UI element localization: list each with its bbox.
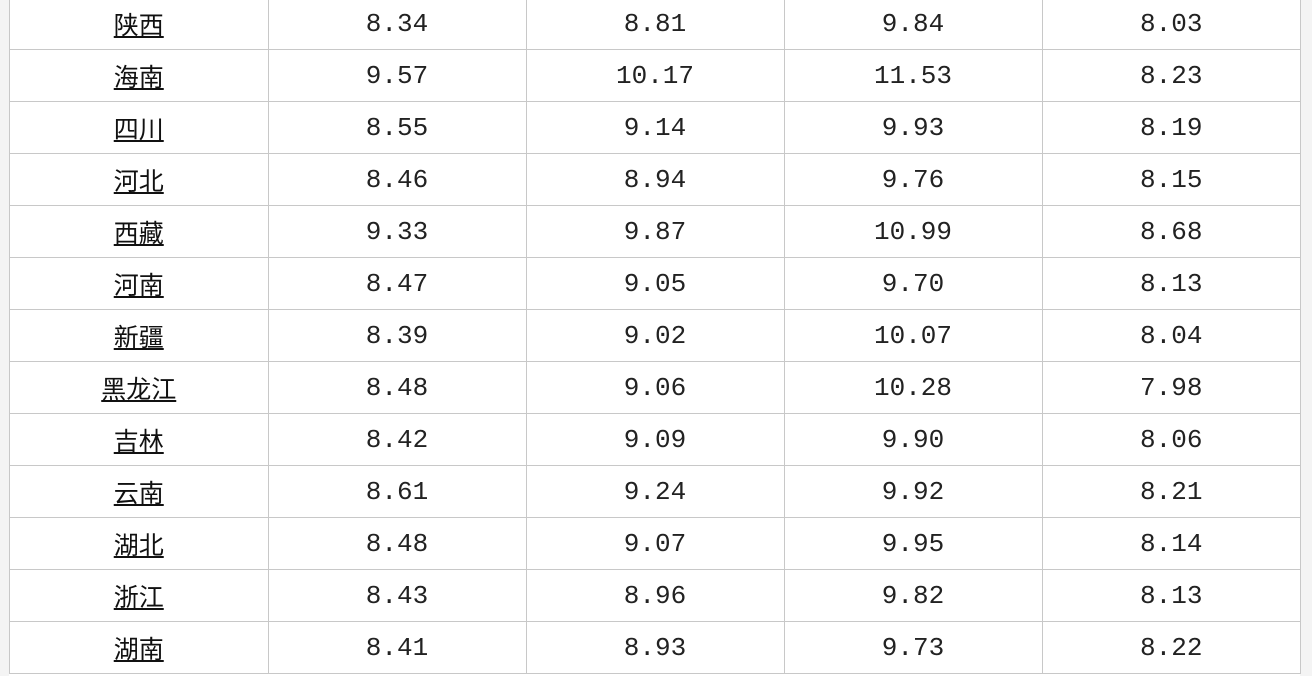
value-cell: 8.48 <box>267 517 526 570</box>
region-cell: 浙江 <box>10 569 268 622</box>
value-cell: 8.96 <box>525 569 784 622</box>
value-cell: 8.46 <box>267 153 526 206</box>
value-cell: 8.13 <box>1041 257 1300 310</box>
table-row: 海南 9.57 10.17 11.53 8.23 <box>10 49 1300 102</box>
table-row: 河南 8.47 9.05 9.70 8.13 <box>10 257 1300 310</box>
region-cell: 新疆 <box>10 309 268 362</box>
value-cell: 9.84 <box>783 0 1042 50</box>
table-row: 四川 8.55 9.14 9.93 8.19 <box>10 101 1300 154</box>
left-margin <box>0 0 9 676</box>
value-cell: 8.68 <box>1041 205 1300 258</box>
value-cell: 8.19 <box>1041 101 1300 154</box>
right-margin <box>1300 0 1312 676</box>
region-cell: 湖南 <box>10 621 268 673</box>
value-cell: 7.98 <box>1041 361 1300 414</box>
table-row: 黑龙江 8.48 9.06 10.28 7.98 <box>10 361 1300 414</box>
region-link[interactable]: 海南 <box>113 62 164 92</box>
table-row: 河北 8.46 8.94 9.76 8.15 <box>10 153 1300 206</box>
value-cell: 8.34 <box>267 0 526 50</box>
value-cell: 8.39 <box>267 309 526 362</box>
region-link[interactable]: 四川 <box>113 114 164 144</box>
value-cell: 8.22 <box>1041 621 1300 673</box>
value-cell: 8.61 <box>267 465 526 518</box>
value-cell: 10.07 <box>783 309 1042 362</box>
value-cell: 9.87 <box>525 205 784 258</box>
value-cell: 8.21 <box>1041 465 1300 518</box>
value-cell: 8.55 <box>267 101 526 154</box>
value-cell: 8.81 <box>525 0 784 50</box>
value-cell: 9.33 <box>267 205 526 258</box>
value-cell: 8.94 <box>525 153 784 206</box>
region-link[interactable]: 新疆 <box>113 322 164 352</box>
value-cell: 9.05 <box>525 257 784 310</box>
value-cell: 9.57 <box>267 49 526 102</box>
region-link[interactable]: 湖南 <box>113 634 164 664</box>
value-cell: 8.48 <box>267 361 526 414</box>
value-cell: 9.73 <box>783 621 1042 673</box>
value-cell: 9.95 <box>783 517 1042 570</box>
region-cell: 四川 <box>10 101 268 154</box>
value-cell: 8.43 <box>267 569 526 622</box>
table-row: 新疆 8.39 9.02 10.07 8.04 <box>10 309 1300 362</box>
value-cell: 9.82 <box>783 569 1042 622</box>
value-cell: 8.14 <box>1041 517 1300 570</box>
region-link[interactable]: 浙江 <box>113 582 164 612</box>
region-link[interactable]: 湖北 <box>113 530 164 560</box>
region-cell: 西藏 <box>10 205 268 258</box>
price-table-container: 陕西 8.34 8.81 9.84 8.03 海南 9.57 10.17 11.53 8.23 四川… <box>9 0 1301 674</box>
region-link[interactable]: 陕西 <box>113 10 164 40</box>
region-link[interactable]: 吉林 <box>113 426 164 456</box>
value-cell: 9.06 <box>525 361 784 414</box>
value-cell: 9.93 <box>783 101 1042 154</box>
region-link[interactable]: 云南 <box>113 478 164 508</box>
table-row: 陕西 8.34 8.81 9.84 8.03 <box>10 0 1300 50</box>
value-cell: 9.76 <box>783 153 1042 206</box>
value-cell: 8.15 <box>1041 153 1300 206</box>
value-cell: 8.03 <box>1041 0 1300 50</box>
value-cell: 8.13 <box>1041 569 1300 622</box>
value-cell: 8.47 <box>267 257 526 310</box>
table-row: 浙江 8.43 8.96 9.82 8.13 <box>10 569 1300 622</box>
value-cell: 9.90 <box>783 413 1042 466</box>
region-link[interactable]: 西藏 <box>113 218 164 248</box>
table-row: 西藏 9.33 9.87 10.99 8.68 <box>10 205 1300 258</box>
value-cell: 8.93 <box>525 621 784 673</box>
value-cell: 9.92 <box>783 465 1042 518</box>
value-cell: 10.28 <box>783 361 1042 414</box>
value-cell: 11.53 <box>783 49 1042 102</box>
region-cell: 吉林 <box>10 413 268 466</box>
region-cell: 河南 <box>10 257 268 310</box>
table-row: 吉林 8.42 9.09 9.90 8.06 <box>10 413 1300 466</box>
value-cell: 8.41 <box>267 621 526 673</box>
region-cell: 云南 <box>10 465 268 518</box>
table-row: 湖南 8.41 8.93 9.73 8.22 <box>10 621 1300 673</box>
value-cell: 9.24 <box>525 465 784 518</box>
price-table: 陕西 8.34 8.81 9.84 8.03 海南 9.57 10.17 11.53 8.23 四川… <box>10 0 1300 673</box>
region-cell: 海南 <box>10 49 268 102</box>
value-cell: 10.99 <box>783 205 1042 258</box>
value-cell: 9.70 <box>783 257 1042 310</box>
value-cell: 9.09 <box>525 413 784 466</box>
region-cell: 湖北 <box>10 517 268 570</box>
region-cell: 黑龙江 <box>10 361 268 414</box>
region-link[interactable]: 黑龙江 <box>101 374 177 404</box>
value-cell: 9.14 <box>525 101 784 154</box>
value-cell: 8.06 <box>1041 413 1300 466</box>
value-cell: 8.23 <box>1041 49 1300 102</box>
value-cell: 10.17 <box>525 49 784 102</box>
value-cell: 9.02 <box>525 309 784 362</box>
region-cell: 陕西 <box>10 0 268 50</box>
table-row: 云南 8.61 9.24 9.92 8.21 <box>10 465 1300 518</box>
value-cell: 8.42 <box>267 413 526 466</box>
table-row: 湖北 8.48 9.07 9.95 8.14 <box>10 517 1300 570</box>
value-cell: 8.04 <box>1041 309 1300 362</box>
value-cell: 9.07 <box>525 517 784 570</box>
region-link[interactable]: 河北 <box>113 166 164 196</box>
region-link[interactable]: 河南 <box>113 270 164 300</box>
region-cell: 河北 <box>10 153 268 206</box>
